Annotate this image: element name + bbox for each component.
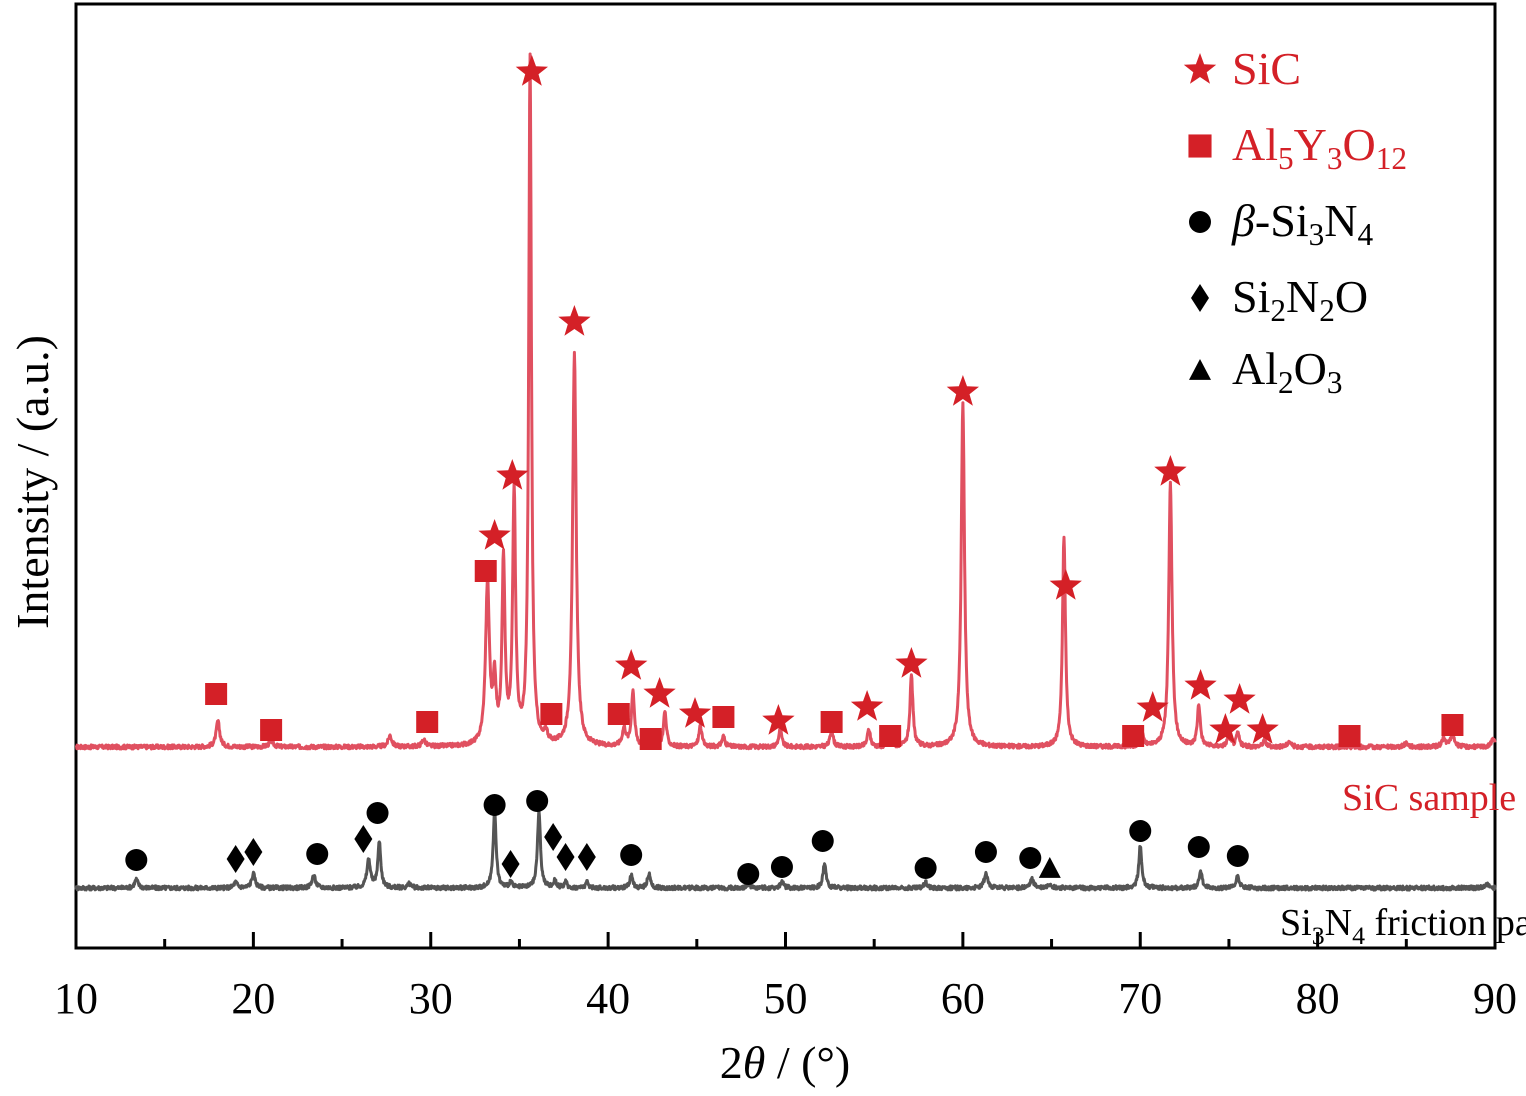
star-marker <box>1223 683 1256 714</box>
circle-marker <box>1226 845 1249 867</box>
star-marker <box>762 704 795 735</box>
circle-marker <box>620 844 643 866</box>
square-marker <box>879 725 902 747</box>
square-marker <box>712 706 735 728</box>
square-marker <box>1441 714 1464 736</box>
x-tick-label: 50 <box>764 974 808 1023</box>
circle-marker <box>483 794 506 816</box>
circle-marker <box>526 790 549 812</box>
square-marker <box>1338 725 1361 747</box>
circle-marker <box>1187 836 1210 858</box>
peak-markers <box>125 55 1464 885</box>
circle-marker <box>125 849 148 871</box>
x-tick-label: 80 <box>1296 974 1340 1023</box>
series-line <box>74 808 1497 892</box>
x-tick-label: 20 <box>231 974 275 1023</box>
square-marker <box>205 683 228 705</box>
diamond-marker <box>226 845 245 873</box>
star-marker <box>850 690 884 721</box>
star-marker <box>1184 669 1217 700</box>
square-marker <box>820 711 843 733</box>
triangle-marker <box>1189 359 1211 380</box>
series-label: SiC sample <box>1342 777 1516 819</box>
circle-marker <box>770 856 793 878</box>
series-line <box>74 52 1497 751</box>
circle-marker <box>1189 211 1211 233</box>
circle-marker <box>1019 847 1042 869</box>
star-marker <box>1183 53 1217 84</box>
x-tick-label: 40 <box>586 974 630 1023</box>
square-marker <box>474 560 497 582</box>
star-marker <box>478 519 511 550</box>
star-marker <box>496 459 529 490</box>
square-marker <box>1188 134 1212 158</box>
x-axis-title-theta: θ <box>743 1037 766 1088</box>
star-marker <box>946 375 979 406</box>
diamond-marker <box>1191 284 1209 312</box>
diamond-marker <box>577 843 596 871</box>
star-marker <box>1049 569 1082 600</box>
x-tick-label: 30 <box>409 974 453 1023</box>
diamond-marker <box>556 843 575 871</box>
square-marker <box>607 703 630 725</box>
series-labels: SiC sample Si3N4 friction pair <box>1280 777 1526 950</box>
square-marker <box>639 728 662 750</box>
star-marker <box>895 647 928 678</box>
star-marker <box>1209 713 1242 744</box>
x-tick-label: 90 <box>1473 974 1517 1023</box>
circle-marker <box>366 802 389 824</box>
star-marker <box>615 649 648 680</box>
square-marker <box>416 711 439 733</box>
x-axis-title-prefix: 2 <box>720 1037 743 1088</box>
series-label: Si3N4 friction pair <box>1280 902 1526 950</box>
diamond-marker <box>544 823 563 851</box>
square-marker <box>260 719 283 741</box>
legend-label: β-Si3N4 <box>1231 195 1373 252</box>
star-marker <box>1136 691 1169 722</box>
star-marker <box>678 697 712 728</box>
star-marker <box>515 55 548 86</box>
legend-label: Si2N2O <box>1232 271 1368 328</box>
circle-marker <box>737 863 760 885</box>
y-axis-title: Intensity / (a.u.) <box>7 335 58 629</box>
circle-marker <box>306 843 329 865</box>
x-tick-label: 60 <box>941 974 985 1023</box>
diamond-marker <box>244 838 263 866</box>
legend-label: Al5Y3O12 <box>1232 119 1407 176</box>
star-marker <box>643 677 676 708</box>
star-marker <box>1246 713 1279 744</box>
square-marker <box>540 703 563 725</box>
x-tick-label: 10 <box>54 974 98 1023</box>
legend: SiC Al5Y3O12 β-Si3N4 Si2N2O Al2O3 <box>1183 43 1407 400</box>
series-lines <box>74 52 1497 892</box>
x-tick-label: 70 <box>1118 974 1162 1023</box>
legend-label: Al2O3 <box>1232 343 1343 400</box>
square-marker <box>1122 725 1145 747</box>
circle-marker <box>811 830 834 852</box>
x-axis-title: 2θ / (°) <box>720 1037 850 1088</box>
x-axis-title-suffix: / (°) <box>765 1037 850 1088</box>
x-axis-ticks <box>74 932 1497 948</box>
circle-marker <box>914 857 937 879</box>
legend-label: SiC <box>1232 43 1301 94</box>
x-axis-tick-labels: 10 20 30 40 50 60 70 80 90 <box>54 974 1517 1023</box>
star-marker <box>558 305 591 336</box>
star-marker <box>1154 455 1187 486</box>
diamond-marker <box>501 850 520 878</box>
triangle-marker <box>1038 857 1061 878</box>
circle-marker <box>1129 820 1152 842</box>
diamond-marker <box>354 825 373 853</box>
circle-marker <box>974 841 997 863</box>
